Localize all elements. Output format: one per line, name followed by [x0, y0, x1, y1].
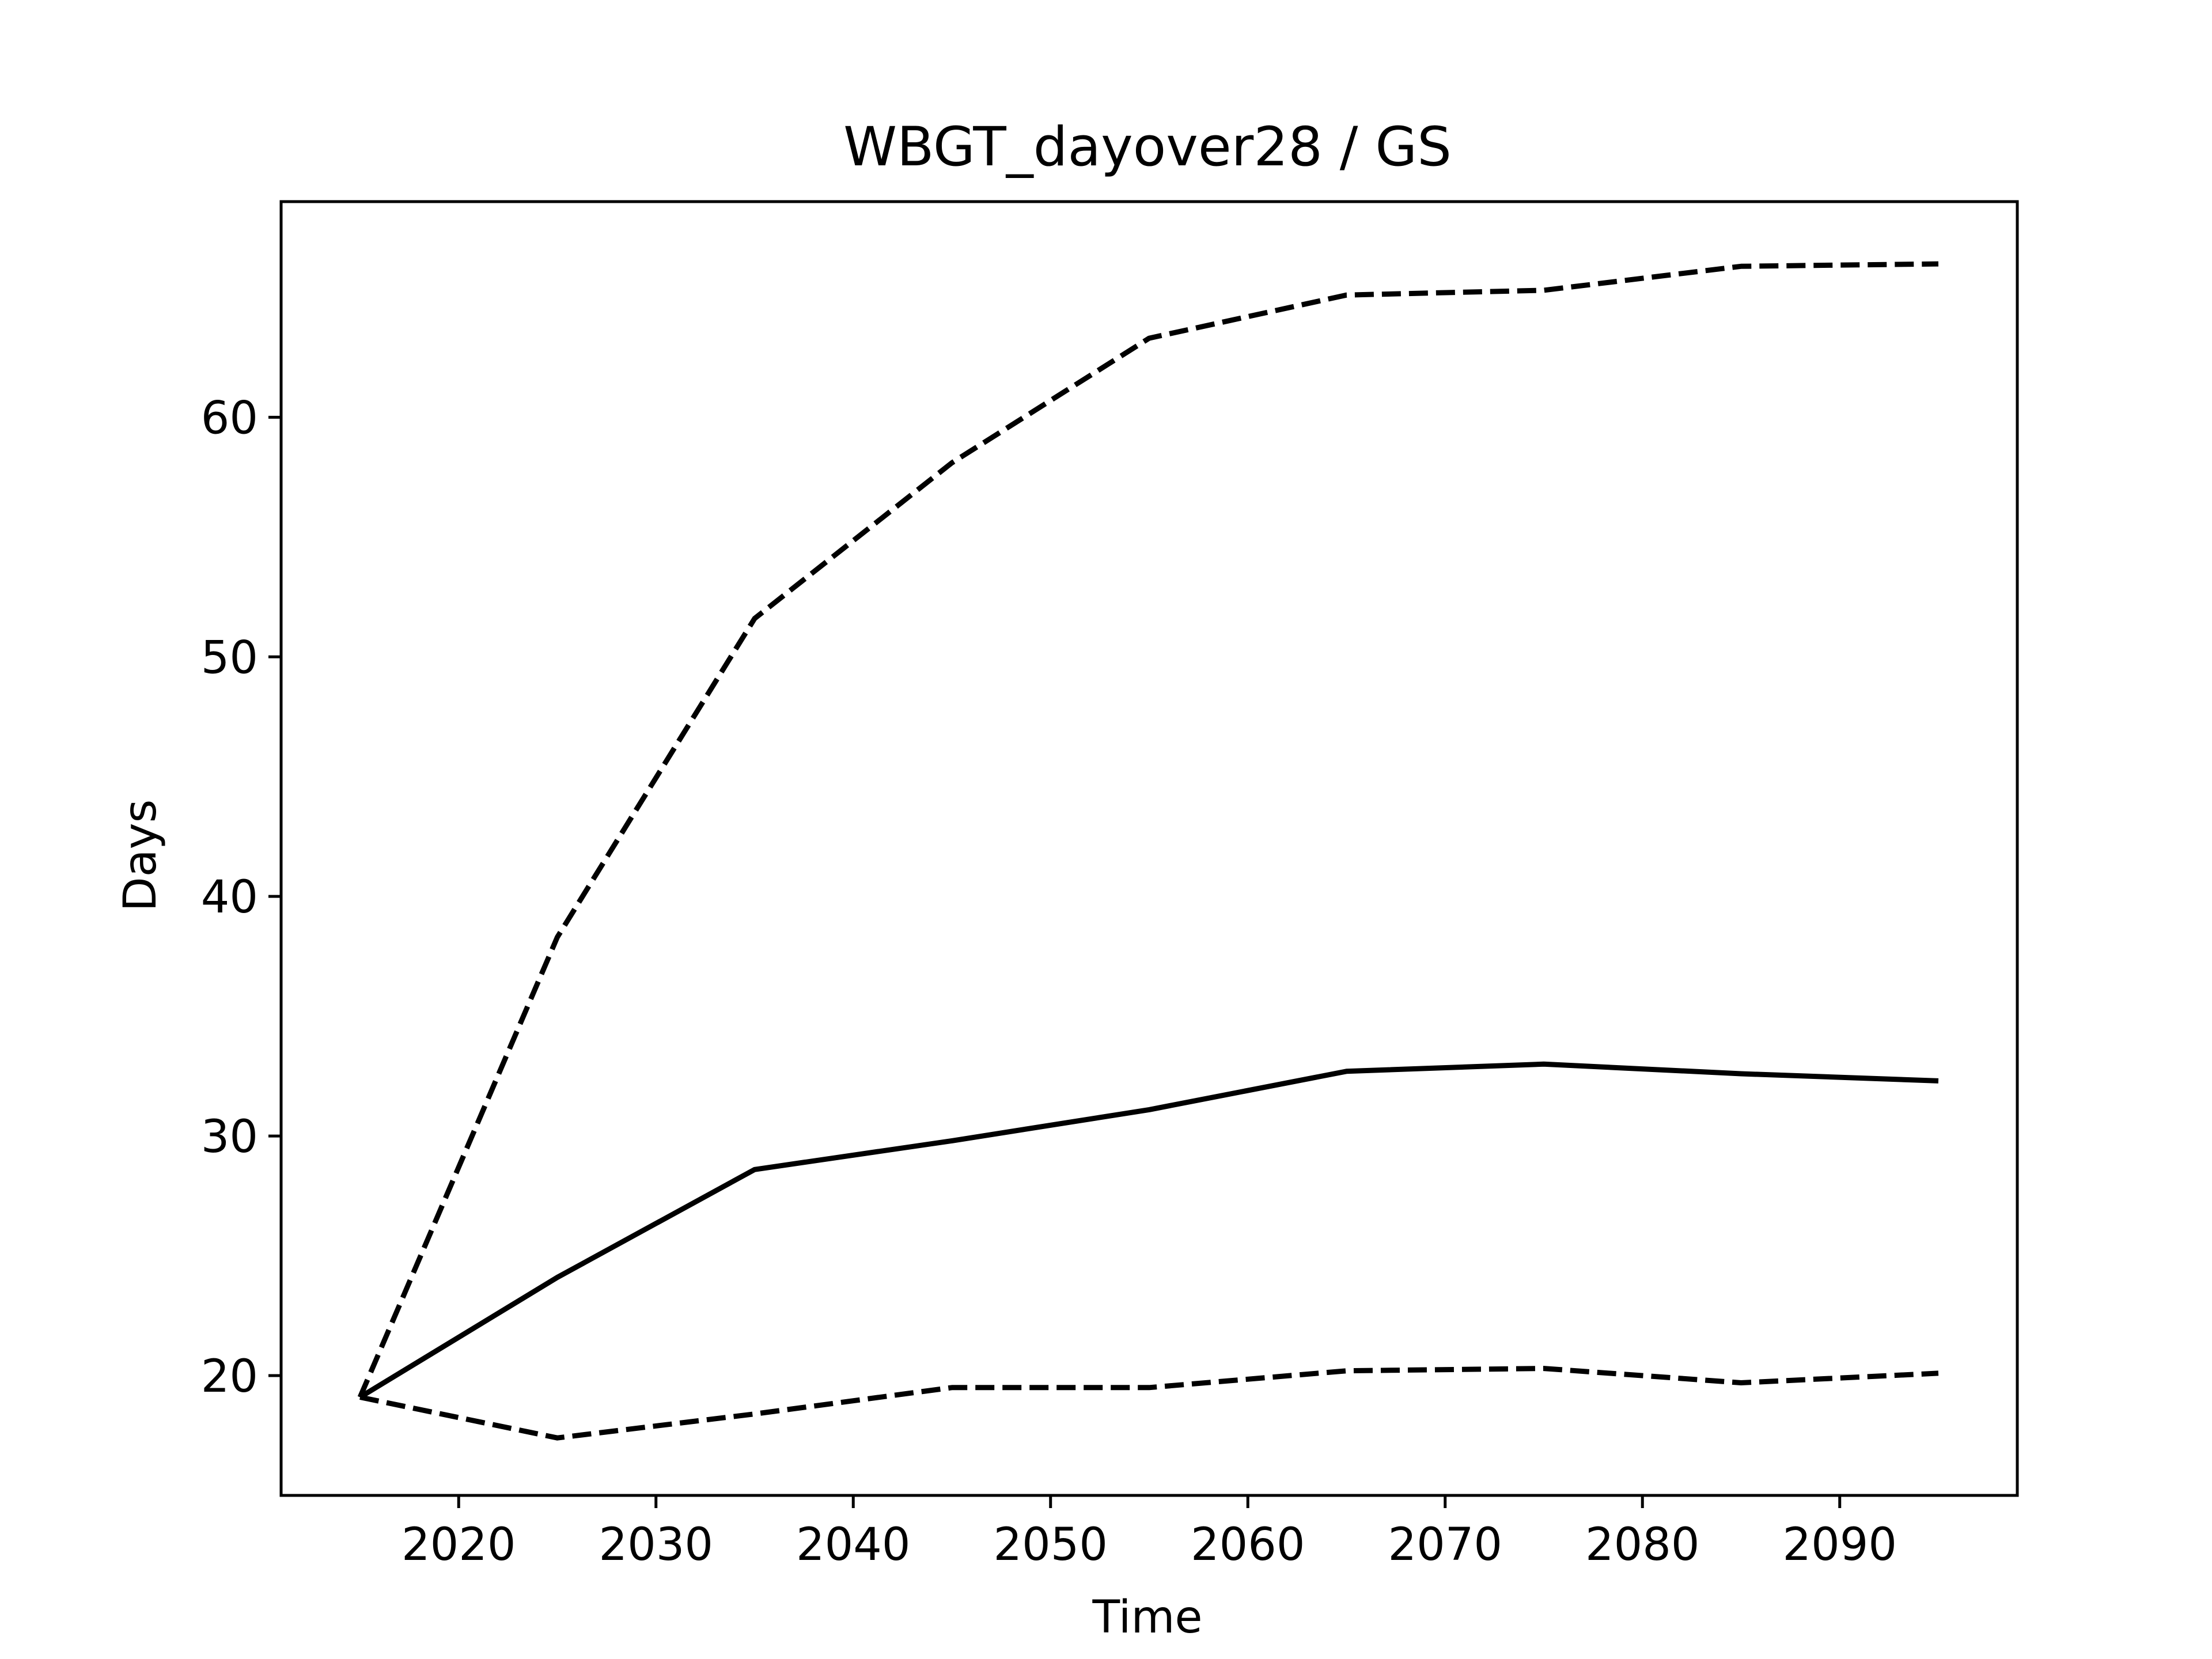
x-tick-label: 2090 — [1782, 1519, 1897, 1571]
y-tick-label: 20 — [201, 1351, 258, 1403]
x-tick-label: 2030 — [599, 1519, 713, 1571]
chart-title: WBGT_dayover28 / GS — [843, 116, 1452, 179]
x-axis-label: Time — [1092, 1592, 1203, 1643]
y-axis-ticks: 20 30 40 50 60 — [201, 392, 281, 1403]
series-line-2 — [357, 261, 1939, 1399]
plot-series — [357, 261, 1939, 1441]
x-axis-ticks: 2020 2030 2040 2050 2060 2070 2080 2090 — [402, 1495, 1897, 1571]
x-tick-label: 2040 — [796, 1519, 911, 1571]
x-tick-label: 2050 — [993, 1519, 1108, 1571]
series-line-1 — [358, 1061, 1939, 1400]
y-tick-label: 30 — [201, 1111, 258, 1163]
y-tick-label: 50 — [201, 632, 258, 684]
x-tick-label: 2020 — [402, 1519, 516, 1571]
y-tick-label: 60 — [201, 392, 258, 444]
y-axis-label: Days — [115, 800, 166, 912]
x-tick-label: 2080 — [1585, 1519, 1700, 1571]
x-tick-label: 2060 — [1191, 1519, 1305, 1571]
plot-frame — [279, 200, 2019, 1497]
series-line-3 — [359, 1366, 1939, 1441]
x-tick-label: 2070 — [1388, 1519, 1502, 1571]
y-tick-label: 40 — [201, 872, 258, 923]
